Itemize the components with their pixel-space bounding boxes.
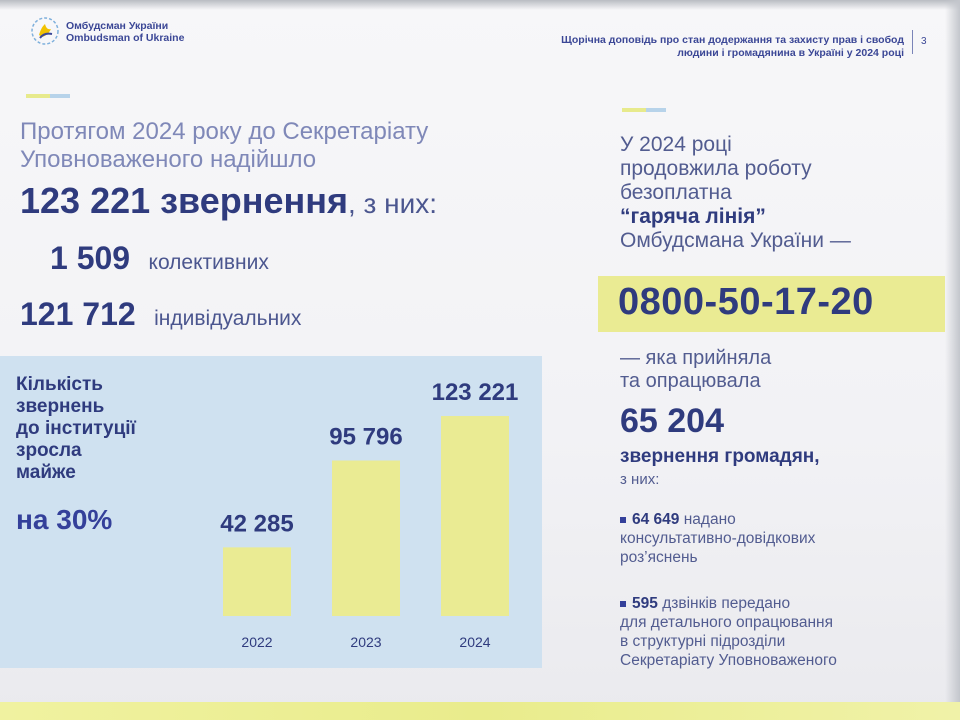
bottom-accent-strip — [0, 702, 960, 720]
caption-line5: майже — [16, 462, 76, 483]
bullet1-value: 64 649 — [632, 511, 680, 528]
individual-label: індивідуальних — [154, 307, 302, 330]
accepted-text: — яка прийняла та опрацювала — [620, 347, 920, 393]
org-name: Омбудсман України Ombudsman of Ukraine — [66, 20, 184, 44]
hotline-phone-number: 0800-50-17-20 — [618, 281, 874, 323]
hotline-intro-line2: продовжила роботу — [620, 157, 812, 180]
individual-row: 121 712 індивідуальних — [20, 296, 301, 333]
category-label-2022: 2022 — [241, 634, 272, 650]
individual-value: 121 712 — [20, 296, 136, 332]
bullet2-value: 595 — [632, 595, 658, 612]
category-label-2023: 2023 — [350, 634, 381, 650]
bullet1-text-line1: надано — [683, 511, 736, 528]
page-number: 3 — [921, 36, 927, 47]
growth-highlight: на 30% — [16, 504, 113, 535]
hotline-intro-line3: безоплатна — [620, 181, 732, 204]
bullet-square-icon — [620, 516, 626, 523]
bullet2-text-line3: в структурні підрозділи — [620, 633, 786, 650]
caption-line2: звернень — [16, 396, 105, 417]
header-divider — [912, 30, 913, 54]
report-title: Щорічна доповідь про стан додержання та … — [560, 34, 904, 60]
total-value: 123 221 — [20, 180, 151, 221]
collective-row: 1 509 колективних — [50, 240, 269, 277]
total-suffix: , з них: — [347, 188, 438, 219]
bullet1-text-line3: роз’яснень — [620, 549, 698, 566]
bullet2-text-line1: дзвінків передано — [662, 595, 791, 612]
org-name-en: Ombudsman of Ukraine — [66, 32, 185, 44]
hotline-org: Омбудсмана України — — [620, 229, 851, 252]
hotline-count-label: звернення громадян, — [620, 446, 820, 467]
bullet-square-icon — [620, 600, 626, 607]
top-shadow — [0, 0, 960, 10]
accepted-line1: — яка прийняла — [620, 347, 772, 369]
bullet1-text-line2: консультативно-довідкових — [620, 530, 816, 547]
intro-line2: Уповноваженого надійшло — [20, 146, 317, 173]
org-name-uk: Омбудсман України — [66, 20, 169, 32]
intro-text: Протягом 2024 року до Секретаріату Уповн… — [20, 118, 540, 174]
caption-line1: Кількість — [16, 374, 103, 395]
bar-value-label-2022: 42 285 — [220, 510, 293, 537]
bullet-consultations: 64 649 надано консультативно-довідкових … — [620, 510, 920, 567]
bar-2024 — [441, 416, 509, 616]
total-appeals: 123 221 звернення, з них: — [20, 180, 437, 222]
phone-highlight-band — [598, 276, 945, 332]
bullet2-text-line2: для детального опрацювання — [620, 614, 833, 631]
bar-value-label-2023: 95 796 — [329, 424, 402, 451]
accepted-line2: та опрацювала — [620, 370, 761, 392]
bullet2-text-line4: Секретаріату Уповноваженого — [620, 652, 837, 669]
caption-line3: до інституції — [16, 418, 136, 439]
hotline-intro-line1: У 2024 році — [620, 133, 732, 156]
hotline-name: “гаряча лінія” — [620, 205, 766, 228]
bar-2023 — [332, 460, 400, 616]
collective-value: 1 509 — [50, 240, 131, 276]
bullet-forwarded-calls: 595 дзвінків передано для детального опр… — [620, 594, 920, 670]
caption-line4: зросла — [16, 440, 82, 461]
right-edge-shadow — [945, 0, 960, 720]
hotline-intro: У 2024 році продовжила роботу безоплатна — [620, 133, 920, 205]
collective-label: колективних — [148, 251, 269, 274]
ombudsman-logo-icon — [31, 17, 59, 45]
report-title-line1: Щорічна доповідь про стан додержання та … — [561, 34, 904, 46]
bar-value-label-2024: 123 221 — [432, 379, 519, 406]
appeals-bar-chart: 42 285 2022 95 796 2023 123 221 2024 — [220, 379, 519, 650]
bar-2022 — [223, 547, 291, 616]
hotline-count: 65 204 — [620, 402, 724, 440]
intro-line1: Протягом 2024 року до Секретаріату — [20, 118, 429, 145]
hotline-count-sub: з них: — [620, 471, 660, 488]
category-label-2024: 2024 — [459, 634, 490, 650]
accent-mark-left — [26, 94, 70, 98]
accent-mark-right — [622, 108, 666, 112]
report-title-line2: людини і громадянина в Україні у 2024 ро… — [677, 47, 904, 59]
chart-caption: Кількість звернень до інституції зросла … — [16, 374, 216, 484]
total-label: звернення — [160, 180, 348, 221]
